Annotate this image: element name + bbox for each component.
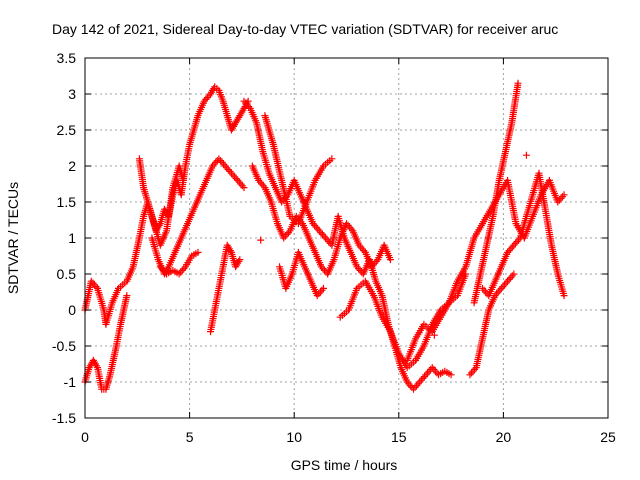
- data-point: [123, 292, 131, 300]
- y-tick-label: -0.5: [52, 338, 76, 354]
- y-tick-label: 0: [68, 302, 76, 318]
- y-tick-label: 2.5: [57, 122, 77, 138]
- y-tick-label: 3.5: [57, 50, 77, 66]
- x-axis-label: GPS time / hours: [291, 457, 398, 473]
- data-point: [560, 292, 568, 300]
- y-axis-label: SDTVAR / TECUs: [5, 182, 21, 294]
- y-tick-label: -1.5: [52, 410, 76, 426]
- data-point: [522, 151, 530, 159]
- data-point: [386, 256, 394, 264]
- x-tick-label: 10: [286, 429, 302, 445]
- y-tick-label: -1: [64, 374, 77, 390]
- y-tick-label: 0.5: [57, 266, 77, 282]
- chart-title: Day 142 of 2021, Sidereal Day-to-day VTE…: [52, 21, 558, 37]
- x-tick-label: 20: [496, 429, 512, 445]
- tick-labels: 0 5 10 15 20 25 -1.5 -1 -0.5 0 0.5 1 1.5 2 2.5 3 3.5: [52, 50, 616, 445]
- y-tick-label: 2: [68, 158, 76, 174]
- data-point: [194, 248, 202, 256]
- data-point: [328, 155, 336, 163]
- data-points: [81, 79, 568, 393]
- data-point: [430, 331, 438, 339]
- y-tick-label: 3: [68, 86, 76, 102]
- x-tick-label: 0: [81, 429, 89, 445]
- axis-ticks: [84, 57, 609, 419]
- x-tick-label: 15: [391, 429, 407, 445]
- y-tick-label: 1: [68, 230, 76, 246]
- data-point: [319, 284, 327, 292]
- data-point: [510, 270, 518, 278]
- data-point: [514, 79, 522, 87]
- x-tick-label: 25: [600, 429, 616, 445]
- data-point: [447, 371, 455, 379]
- y-tick-label: 1.5: [57, 194, 77, 210]
- data-point: [240, 184, 248, 192]
- data-point: [236, 256, 244, 264]
- x-tick-label: 5: [186, 429, 194, 445]
- data-point: [560, 191, 568, 199]
- data-point: [257, 236, 265, 244]
